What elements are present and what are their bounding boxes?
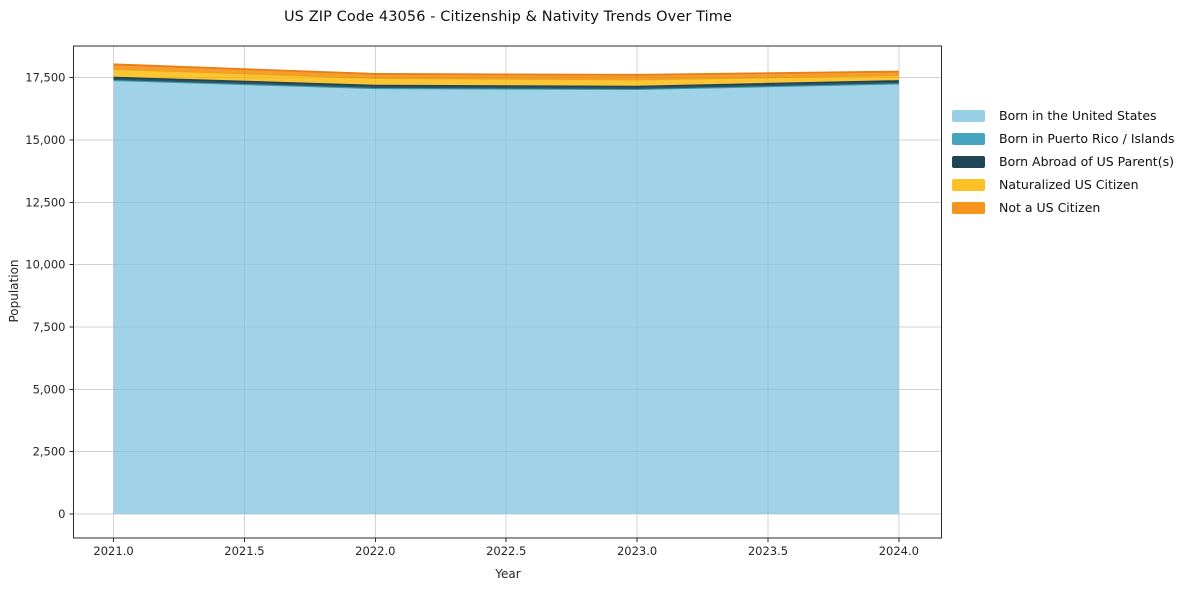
legend-label: Naturalized US Citizen xyxy=(999,177,1139,192)
legend-swatch-icon xyxy=(952,132,985,145)
legend-item: Born in Puerto Rico / Islands xyxy=(952,132,1175,145)
area-series-3 xyxy=(113,69,899,87)
area-edge-1 xyxy=(113,79,899,91)
x-tick-label: 2024.0 xyxy=(879,544,919,558)
area-series-0 xyxy=(113,80,899,515)
legend-swatch-icon xyxy=(952,178,985,191)
legend-item: Born Abroad of US Parent(s) xyxy=(952,155,1175,168)
x-tick-label: 2021.0 xyxy=(93,544,133,558)
legend-swatch-icon xyxy=(952,109,985,122)
y-tick-label: 12,500 xyxy=(25,195,65,209)
legend-item: Not a US Citizen xyxy=(952,201,1175,214)
y-tick-label: 2,500 xyxy=(33,445,66,459)
legend-swatch-icon xyxy=(952,155,985,168)
y-tick-label: 10,000 xyxy=(25,258,65,272)
y-tick-label: 15,000 xyxy=(25,133,65,147)
y-tick-label: 7,500 xyxy=(33,320,66,334)
area-edge-4 xyxy=(113,63,899,76)
legend-item: Naturalized US Citizen xyxy=(952,178,1175,191)
legend-label: Not a US Citizen xyxy=(999,200,1101,215)
plot-spines xyxy=(73,45,942,539)
legend-label: Born in the United States xyxy=(999,108,1157,123)
x-tick-label: 2021.5 xyxy=(224,544,264,558)
legend-swatch-icon xyxy=(952,201,985,214)
legend-item: Born in the United States xyxy=(952,109,1175,122)
y-axis-label: Population xyxy=(7,259,21,323)
legend-label: Born in Puerto Rico / Islands xyxy=(999,131,1175,146)
legend-label: Born Abroad of US Parent(s) xyxy=(999,154,1174,169)
x-tick-label: 2022.5 xyxy=(486,544,526,558)
y-tick-label: 0 xyxy=(58,507,65,521)
area-edge-3 xyxy=(113,68,899,81)
chart-title: US ZIP Code 43056 - Citizenship & Nativi… xyxy=(283,9,733,25)
x-tick-label: 2022.0 xyxy=(355,544,395,558)
x-axis-label: Year xyxy=(495,567,521,581)
x-tick-label: 2023.0 xyxy=(617,544,657,558)
y-tick-label: 17,500 xyxy=(25,71,65,85)
y-tick-label: 5,000 xyxy=(33,382,66,396)
area-edge-2 xyxy=(113,76,899,88)
x-tick-label: 2023.5 xyxy=(748,544,788,558)
legend: Born in the United States Born in Puerto… xyxy=(952,109,1175,214)
